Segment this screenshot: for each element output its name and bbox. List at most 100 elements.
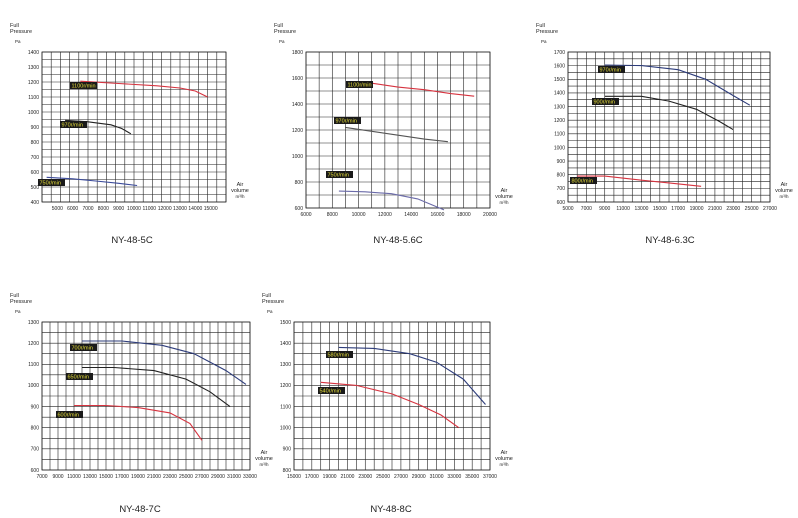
plot-frame bbox=[293, 321, 491, 471]
speed-label: 600r/min bbox=[56, 411, 83, 418]
y-tick-label: 1400 bbox=[280, 341, 291, 347]
x-tick-label: 29000 bbox=[211, 474, 225, 480]
y-tick-label: 400 bbox=[31, 200, 40, 206]
y-tick-label: 1200 bbox=[280, 383, 291, 389]
x-tick-label: 19000 bbox=[323, 474, 337, 480]
y-tick-label: 1000 bbox=[292, 154, 303, 160]
speed-label-bg bbox=[334, 117, 361, 124]
x-tick-label: 14000 bbox=[404, 212, 418, 218]
series-line-540r-min bbox=[320, 381, 460, 429]
y-tick-label: 1000 bbox=[554, 145, 565, 151]
x-tick-label: 11000 bbox=[67, 474, 81, 480]
y-tick-label: 800 bbox=[295, 180, 304, 186]
x-tick-label: 8000 bbox=[327, 212, 338, 218]
chart-grid bbox=[305, 51, 491, 209]
y-axis-label: Pa bbox=[279, 39, 285, 44]
speed-label: 650r/min bbox=[66, 373, 93, 380]
x-tick-label: 16000 bbox=[430, 212, 444, 218]
x-tick-label: 31000 bbox=[227, 474, 241, 480]
speed-label-bg bbox=[592, 98, 619, 105]
y-tick-label: 700 bbox=[31, 155, 40, 161]
chart-title: NY-48-6.3C bbox=[645, 235, 694, 246]
speed-label-bg bbox=[598, 66, 625, 73]
y-axis-label: Pa bbox=[15, 39, 21, 44]
speed-label: 700r/min bbox=[70, 344, 97, 351]
y-axis-label: Pressure bbox=[274, 29, 296, 35]
x-tick-label: 13000 bbox=[83, 474, 97, 480]
chart-2: 600 800 1000 1200 1400 1600 1800 6000 8000 10000 1… bbox=[274, 23, 513, 246]
x-tick-label: 11000 bbox=[616, 206, 630, 212]
chart-grid bbox=[41, 51, 227, 203]
speed-label: 900r/min bbox=[592, 98, 619, 105]
y-tick-label: 900 bbox=[557, 159, 566, 165]
speed-label-text: 970r/min bbox=[600, 67, 621, 73]
speed-label-bg bbox=[70, 82, 97, 89]
speed-label-text: 750r/min bbox=[328, 172, 349, 178]
x-tick-label: 33000 bbox=[243, 474, 257, 480]
y-tick-label: 1200 bbox=[292, 128, 303, 134]
speed-label-text: 700r/min bbox=[72, 345, 93, 351]
y-tick-label: 1200 bbox=[554, 118, 565, 124]
y-axis-label: Full bbox=[10, 23, 19, 29]
y-tick-label: 1400 bbox=[28, 50, 39, 56]
chart-1: 400 500 600 700 800 900 1000 1100 1200 1300 1400 50… bbox=[10, 23, 249, 246]
speed-label-bg bbox=[38, 179, 65, 186]
series-line-700r-min bbox=[82, 340, 247, 385]
y-tick-label: 600 bbox=[31, 170, 40, 176]
chart-grid bbox=[41, 321, 251, 471]
x-tick-label: 23000 bbox=[358, 474, 372, 480]
chart-title: NY-48-5.6C bbox=[373, 235, 422, 246]
y-tick-label: 500 bbox=[31, 185, 40, 191]
y-tick-label: 800 bbox=[557, 173, 566, 179]
x-tick-label: 15000 bbox=[653, 206, 667, 212]
x-tick-label: 19000 bbox=[131, 474, 145, 480]
x-axis-label: m³/h bbox=[500, 462, 509, 467]
y-tick-label: 1200 bbox=[28, 341, 39, 347]
y-tick-label: 1200 bbox=[28, 80, 39, 86]
speed-label-text: 970r/min bbox=[62, 122, 83, 128]
x-tick-label: 12000 bbox=[158, 206, 172, 212]
x-tick-label: 6000 bbox=[300, 212, 311, 218]
speed-label: 750r/min bbox=[326, 171, 353, 178]
series-line-1100r-min bbox=[80, 80, 208, 98]
y-axis-label: Pa bbox=[267, 309, 273, 314]
x-axis-label: volume bbox=[495, 194, 513, 200]
y-axis-label: Full bbox=[274, 23, 283, 29]
x-tick-label: 7000 bbox=[581, 206, 592, 212]
x-tick-label: 21000 bbox=[341, 474, 355, 480]
speed-label: 970r/min bbox=[60, 121, 87, 128]
y-axis-label: Full bbox=[536, 23, 545, 29]
plot-frame bbox=[567, 51, 771, 203]
x-axis-label: volume bbox=[255, 456, 273, 462]
speed-label: 750r/min bbox=[38, 179, 65, 186]
y-tick-label: 900 bbox=[31, 125, 40, 131]
speed-label: 800r/min bbox=[570, 177, 597, 184]
x-tick-label: 27000 bbox=[394, 474, 408, 480]
plot-frame bbox=[41, 321, 251, 471]
x-tick-label: 23000 bbox=[163, 474, 177, 480]
x-tick-label: 13000 bbox=[173, 206, 187, 212]
chart-4: 600 700 800 900 1000 1100 1200 1300 7000 9000 1100… bbox=[10, 293, 273, 515]
speed-label-bg bbox=[326, 171, 353, 178]
y-tick-label: 1600 bbox=[292, 76, 303, 82]
speed-label-text: 650r/min bbox=[68, 374, 89, 380]
y-tick-label: 1100 bbox=[280, 404, 291, 410]
y-tick-label: 700 bbox=[31, 447, 40, 453]
x-tick-label: 13000 bbox=[635, 206, 649, 212]
speed-label-bg bbox=[570, 177, 597, 184]
speed-label-bg bbox=[60, 121, 87, 128]
x-tick-label: 9000 bbox=[52, 474, 63, 480]
x-tick-label: 14000 bbox=[188, 206, 202, 212]
y-tick-label: 1500 bbox=[280, 320, 291, 326]
speed-label-bg bbox=[66, 373, 93, 380]
x-tick-label: 17000 bbox=[305, 474, 319, 480]
x-tick-label: 7000 bbox=[82, 206, 93, 212]
chart-3: 600 700 800 900 1000 1100 1200 1300 1400 1500 1600… bbox=[536, 23, 793, 246]
y-tick-label: 600 bbox=[557, 200, 566, 206]
y-tick-label: 1400 bbox=[554, 91, 565, 97]
x-tick-label: 21000 bbox=[708, 206, 722, 212]
series-line-750r-min bbox=[338, 190, 445, 211]
speed-label-text: 540r/min bbox=[320, 388, 341, 394]
x-tick-label: 27000 bbox=[195, 474, 209, 480]
